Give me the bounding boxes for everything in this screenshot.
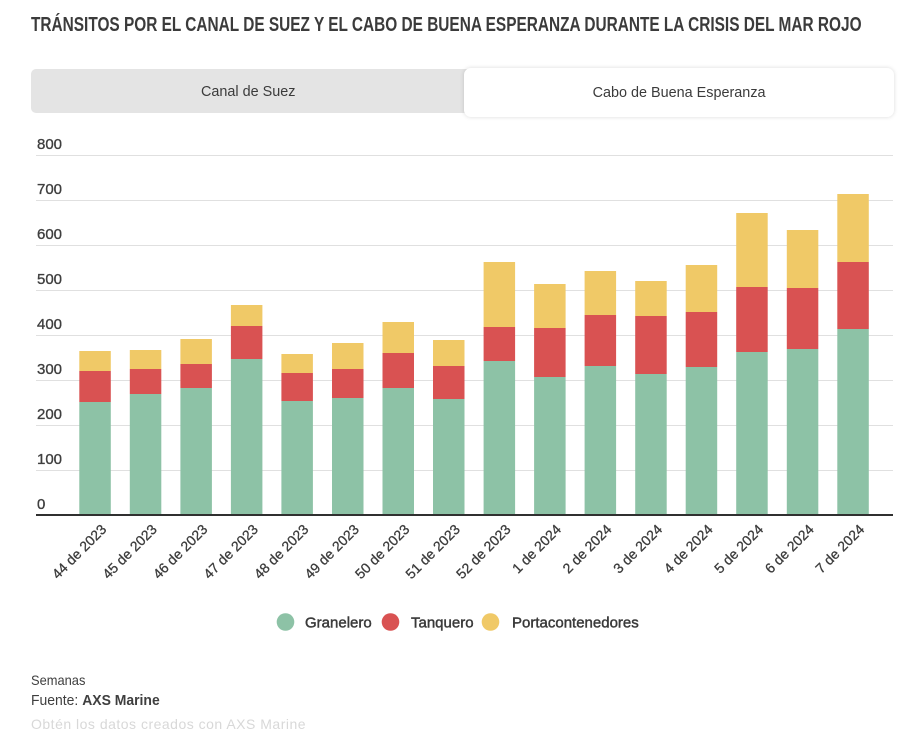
svg-text:0: 0 <box>37 496 45 513</box>
svg-text:400: 400 <box>37 316 62 333</box>
svg-text:7 de 2024: 7 de 2024 <box>812 521 868 577</box>
svg-text:200: 200 <box>37 406 62 423</box>
svg-text:300: 300 <box>37 361 62 378</box>
svg-text:52 de 2023: 52 de 2023 <box>453 521 514 582</box>
svg-text:Tanquero: Tanquero <box>411 615 474 632</box>
svg-text:600: 600 <box>37 226 62 243</box>
svg-text:Portacontenedores: Portacontenedores <box>512 615 639 632</box>
svg-text:1 de 2024: 1 de 2024 <box>509 521 565 577</box>
svg-text:100: 100 <box>37 451 62 468</box>
svg-text:Granelero: Granelero <box>305 615 372 632</box>
svg-text:4 de 2024: 4 de 2024 <box>660 521 716 577</box>
svg-text:6 de 2024: 6 de 2024 <box>762 521 818 577</box>
svg-text:800: 800 <box>37 136 62 153</box>
svg-text:5 de 2024: 5 de 2024 <box>711 521 767 577</box>
svg-text:3 de 2024: 3 de 2024 <box>610 521 666 577</box>
svg-text:2 de 2024: 2 de 2024 <box>559 521 615 577</box>
svg-text:500: 500 <box>37 271 62 288</box>
svg-text:700: 700 <box>37 181 62 198</box>
